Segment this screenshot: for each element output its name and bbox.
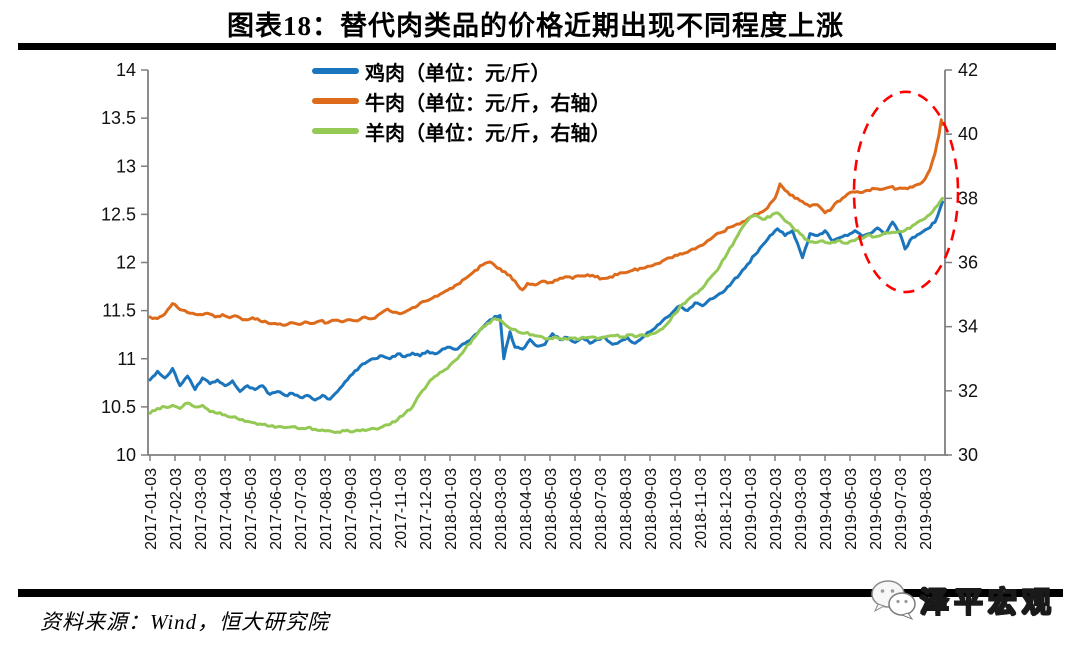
watermark: 泽平宏观 — [868, 578, 1056, 622]
x-axis-tick-label: 2018-10-03 — [668, 468, 685, 550]
x-axis-tick-label: 2019-06-03 — [868, 468, 885, 550]
x-axis-tick-label: 2019-08-03 — [918, 468, 935, 550]
x-axis-tick-label: 2018-08-03 — [618, 468, 635, 550]
left-axis-tick-label: 14 — [116, 60, 136, 80]
x-axis-tick-label: 2017-03-03 — [193, 468, 210, 550]
right-axis-tick-label: 38 — [958, 188, 978, 208]
x-axis-tick-label: 2019-04-03 — [818, 468, 835, 550]
x-axis-tick-label: 2017-04-03 — [218, 468, 235, 550]
x-axis-tick-label: 2019-05-03 — [843, 468, 860, 550]
right-axis-tick-label: 30 — [958, 445, 978, 465]
x-axis-tick-label: 2017-10-03 — [368, 468, 385, 550]
x-axis-tick-label: 2017-07-03 — [293, 468, 310, 550]
right-axis-tick-label: 32 — [958, 381, 978, 401]
legend-item-1: 牛肉（单位：元/斤，右轴） — [312, 86, 611, 116]
x-axis-tick-label: 2018-01-03 — [443, 468, 460, 550]
x-axis-tick-label: 2017-11-03 — [393, 468, 410, 549]
x-axis-tick-label: 2018-05-03 — [543, 468, 560, 550]
source-note: 资料来源：Wind，恒大研究院 — [40, 610, 330, 634]
left-axis-tick-label: 12 — [116, 253, 136, 273]
x-axis-tick-label: 2018-06-03 — [568, 468, 585, 550]
x-axis-tick-label: 2018-02-03 — [468, 468, 485, 550]
series-line-1 — [148, 118, 944, 327]
x-axis-tick-label: 2017-02-03 — [168, 468, 185, 550]
x-axis-tick-label: 2019-02-03 — [768, 468, 785, 550]
left-axis-tick-label: 11.5 — [102, 301, 136, 321]
legend-label: 牛肉（单位：元/斤，右轴） — [365, 92, 611, 115]
legend-swatch-icon — [312, 128, 359, 134]
left-axis-tick-label: 13 — [116, 156, 136, 176]
watermark-text: 泽平宏观 — [919, 586, 1057, 620]
legend-item-2: 羊肉（单位：元/斤，右轴） — [312, 116, 611, 146]
legend-swatch-icon — [312, 68, 359, 74]
legend-label: 羊肉（单位：元/斤，右轴） — [365, 122, 611, 145]
x-axis-tick-label: 2018-09-03 — [643, 468, 660, 550]
left-axis-tick-label: 10 — [116, 445, 136, 465]
x-axis-tick-label: 2018-12-03 — [718, 468, 735, 550]
x-axis-tick-label: 2017-05-03 — [243, 468, 260, 550]
x-axis-tick-label: 2019-01-03 — [743, 468, 760, 550]
left-axis-tick-label: 13.5 — [101, 108, 136, 128]
x-axis-tick-label: 2018-04-03 — [518, 468, 535, 550]
x-axis-tick-label: 2017-09-03 — [343, 468, 360, 550]
x-axis-tick-label: 2017-12-03 — [418, 468, 435, 550]
x-axis-tick-label: 2017-06-03 — [268, 468, 285, 550]
x-axis-tick-label: 2018-07-03 — [593, 468, 610, 550]
chart-legend: 鸡肉（单位：元/斤） 牛肉（单位：元/斤，右轴） 羊肉（单位：元/斤，右轴） — [312, 56, 611, 146]
left-axis-tick-label: 11 — [117, 349, 136, 369]
legend-item-0: 鸡肉（单位：元/斤） — [312, 56, 611, 86]
wechat-icon — [871, 580, 916, 621]
left-axis-tick-label: 10.5 — [101, 397, 136, 417]
highlight-ellipse — [852, 90, 960, 294]
right-axis-tick-label: 34 — [958, 317, 978, 337]
series-line-2 — [148, 196, 944, 434]
legend-swatch-icon — [312, 98, 359, 104]
x-axis-tick-label: 2017-08-03 — [318, 468, 335, 550]
left-axis-tick-label: 12.5 — [101, 204, 136, 224]
right-axis-tick-label: 40 — [958, 124, 978, 144]
x-axis-tick-label: 2019-03-03 — [793, 468, 810, 550]
x-axis-tick-label: 2018-11-03 — [693, 468, 710, 549]
footer-divider-bar — [18, 589, 1063, 597]
x-axis-tick-label: 2017-01-03 — [143, 468, 160, 550]
title-divider-bar — [18, 43, 1056, 50]
right-axis-tick-label: 42 — [958, 60, 978, 80]
x-axis-tick-label: 2018-03-03 — [493, 468, 510, 550]
legend-label: 鸡肉（单位：元/斤） — [365, 62, 551, 85]
right-axis-tick-label: 36 — [958, 253, 978, 273]
series-line-0 — [148, 200, 944, 402]
x-axis-tick-label: 2019-07-03 — [893, 468, 910, 550]
figure-title: 图表18：替代肉类品的价格近期出现不同程度上涨 — [227, 11, 844, 41]
